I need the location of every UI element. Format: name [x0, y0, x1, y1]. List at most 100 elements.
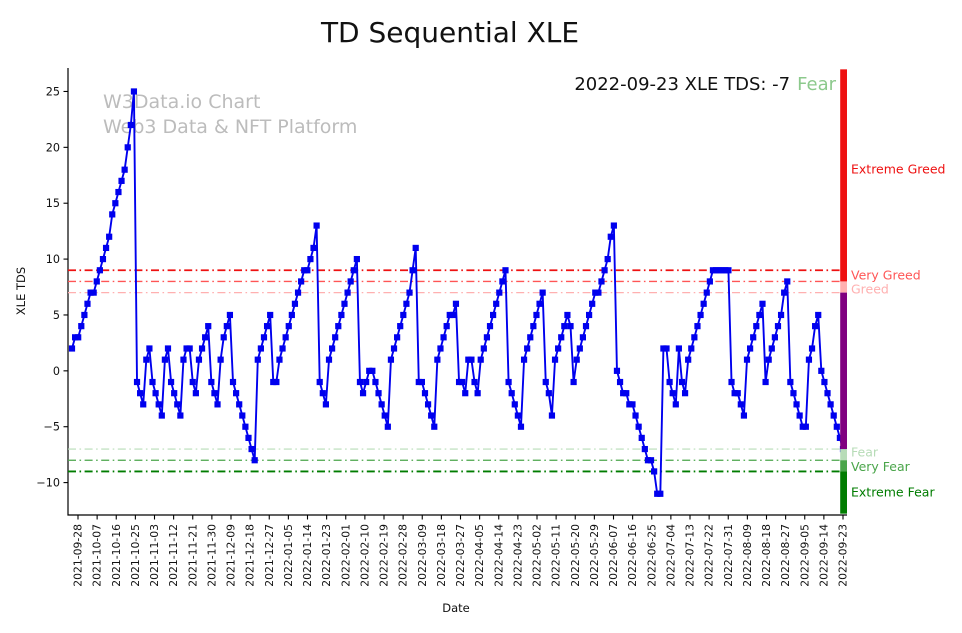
data-point-marker	[793, 401, 800, 408]
data-point-marker	[202, 334, 209, 341]
x-tick-label: 2022-03-27	[454, 524, 467, 587]
data-point-marker	[700, 300, 707, 307]
data-point-marker	[567, 323, 574, 330]
data-point-marker	[161, 356, 168, 363]
data-point-marker	[124, 144, 131, 151]
data-point-marker	[601, 267, 608, 274]
y-axis-label: XLE TDS	[14, 267, 28, 315]
data-point-marker	[685, 356, 692, 363]
data-point-marker	[291, 300, 299, 307]
data-point-marker	[582, 323, 590, 330]
data-point-marker	[149, 378, 156, 386]
data-point-marker	[329, 345, 336, 352]
data-point-marker	[502, 267, 509, 274]
x-tick-label: 2022-07-13	[684, 524, 697, 587]
data-point-marker	[505, 378, 512, 386]
y-tick-label: 10	[46, 253, 60, 266]
x-tick-label: 2021-10-25	[129, 524, 142, 587]
data-point-marker	[728, 378, 735, 386]
data-point-marker	[155, 401, 162, 408]
data-point-marker	[152, 390, 159, 397]
y-tick-label: −5	[44, 421, 61, 434]
tds-series	[68, 88, 847, 497]
zone-label-very-greed: Very Greed	[851, 267, 921, 282]
x-tick-label: 2022-02-10	[358, 524, 371, 587]
data-point-marker	[335, 323, 342, 330]
data-point-marker	[750, 334, 757, 341]
x-axis-label: Date	[442, 601, 470, 615]
data-point-marker	[483, 334, 491, 341]
data-point-marker	[177, 412, 184, 419]
x-tick-label: 2022-05-29	[588, 524, 601, 587]
data-point-marker	[830, 412, 837, 419]
axis-ticks: 25 20 15 10 5 0 −5 −10 2021-09-28 2021-10-07 2021-…	[36, 85, 849, 586]
data-point-marker	[836, 434, 843, 441]
data-point-marker	[229, 378, 237, 386]
data-point-marker	[486, 323, 494, 330]
data-point-marker	[570, 378, 577, 386]
data-point-marker	[332, 334, 339, 341]
data-point-marker	[273, 378, 280, 386]
data-point-marker	[589, 300, 596, 307]
data-point-marker	[678, 378, 686, 386]
data-point-marker	[688, 345, 695, 352]
data-point-marker	[397, 323, 404, 330]
data-point-marker	[387, 356, 395, 363]
data-point-marker	[477, 356, 484, 363]
data-point-marker	[180, 356, 187, 363]
zone-label-very-fear: Very Fear	[851, 459, 911, 474]
x-tick-label: 2022-02-28	[397, 524, 410, 587]
chart-title: TD Sequential XLE	[320, 16, 579, 49]
data-point-marker	[214, 401, 221, 408]
data-point-marker	[428, 412, 435, 419]
x-tick-label: 2021-10-07	[91, 524, 104, 587]
threshold-lines	[68, 269, 840, 473]
data-point-marker	[133, 378, 141, 386]
data-point-marker	[545, 390, 552, 397]
data-point-marker	[725, 267, 732, 274]
sentiment-bar-segment	[840, 281, 847, 293]
x-tick-label: 2022-07-22	[703, 524, 716, 587]
data-point-marker	[356, 378, 364, 386]
data-point-marker	[431, 423, 438, 430]
data-point-marker	[307, 255, 314, 263]
data-point-marker	[561, 323, 568, 330]
data-point-marker	[440, 334, 447, 341]
data-point-marker	[338, 311, 345, 319]
data-point-marker	[143, 356, 150, 363]
data-point-marker	[681, 390, 689, 397]
y-tick-label: 25	[46, 85, 60, 98]
data-point-marker	[236, 401, 243, 408]
data-point-marker	[756, 311, 763, 319]
zone-label-extreme-greed: Extreme Greed	[851, 162, 945, 177]
zone-label-extreme-fear: Extreme Fear	[851, 485, 935, 500]
data-point-marker	[304, 267, 311, 274]
data-point-marker	[81, 311, 88, 319]
data-point-marker	[285, 323, 292, 330]
data-point-marker	[186, 345, 193, 352]
data-point-marker	[777, 311, 785, 319]
x-tick-label: 2021-12-09	[225, 524, 238, 587]
x-tick-label: 2022-08-27	[779, 524, 792, 587]
data-point-marker	[821, 378, 828, 386]
data-point-marker	[223, 323, 230, 330]
data-point-marker	[533, 311, 540, 319]
data-point-marker	[195, 356, 203, 363]
data-point-marker	[130, 88, 138, 95]
data-point-marker	[765, 356, 772, 363]
sentiment-bar-segment	[840, 69, 847, 282]
x-tick-label: 2022-04-05	[473, 524, 486, 587]
data-point-marker	[353, 255, 360, 263]
data-point-marker	[616, 378, 624, 386]
data-point-marker	[140, 401, 147, 408]
data-point-marker	[257, 345, 264, 352]
data-point-marker	[112, 200, 119, 207]
data-point-marker	[459, 378, 466, 386]
axes-spines	[67, 68, 847, 516]
data-point-marker	[239, 412, 246, 419]
data-point-marker	[815, 311, 822, 319]
y-tick-label: 5	[53, 309, 60, 322]
data-point-marker	[768, 345, 775, 352]
data-point-marker	[369, 367, 376, 374]
